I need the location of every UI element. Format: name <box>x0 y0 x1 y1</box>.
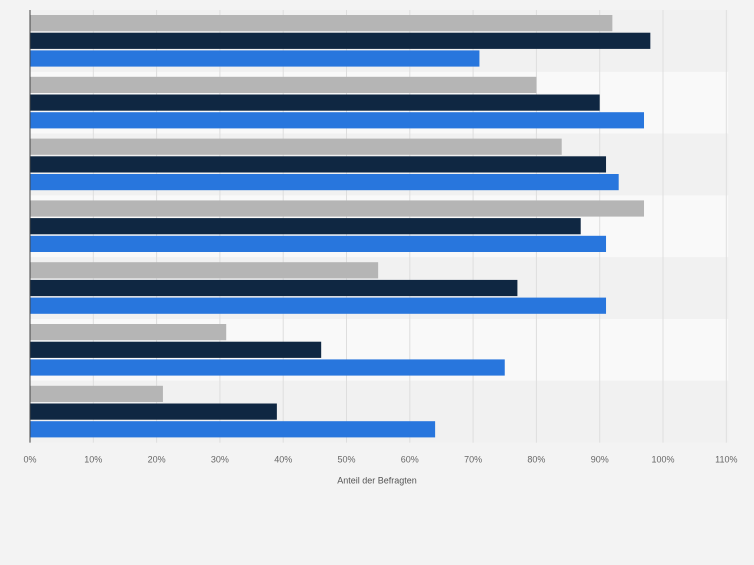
x-tick-label: 20% <box>148 455 166 465</box>
bar <box>30 174 619 191</box>
x-axis-title: Anteil der Befragten <box>337 476 417 486</box>
x-tick-label: 40% <box>274 455 292 465</box>
bar <box>30 200 645 217</box>
x-tick-label: 10% <box>84 455 102 465</box>
bar <box>30 403 277 420</box>
bar <box>30 359 505 376</box>
bar <box>30 218 581 235</box>
x-tick-label: 90% <box>591 455 609 465</box>
x-tick-label: 100% <box>651 455 674 465</box>
x-tick-label: 70% <box>464 455 482 465</box>
bar <box>30 297 607 314</box>
x-tick-label: 60% <box>401 455 419 465</box>
bar <box>30 385 163 402</box>
bar <box>30 279 518 297</box>
bar <box>30 32 651 49</box>
bar <box>30 76 537 93</box>
x-tick-label: 80% <box>527 455 545 465</box>
bar <box>30 235 607 252</box>
x-tick-label: 0% <box>23 455 36 465</box>
bar <box>30 324 227 341</box>
bar <box>30 138 562 155</box>
bar <box>30 15 613 32</box>
bar <box>30 50 480 67</box>
bar <box>30 94 600 111</box>
bars <box>30 15 651 438</box>
bar <box>30 156 607 173</box>
x-tick-label: 30% <box>211 455 229 465</box>
x-axis-ticks: 0% 10% 20% 30% 40% 50% 60% 70% 80% 90% 100% 110% <box>23 455 737 465</box>
x-tick-label: 50% <box>337 455 355 465</box>
bar <box>30 341 322 358</box>
bar <box>30 112 645 129</box>
x-tick-label: 110% <box>715 455 737 465</box>
bar <box>30 262 379 279</box>
bar <box>30 421 436 438</box>
